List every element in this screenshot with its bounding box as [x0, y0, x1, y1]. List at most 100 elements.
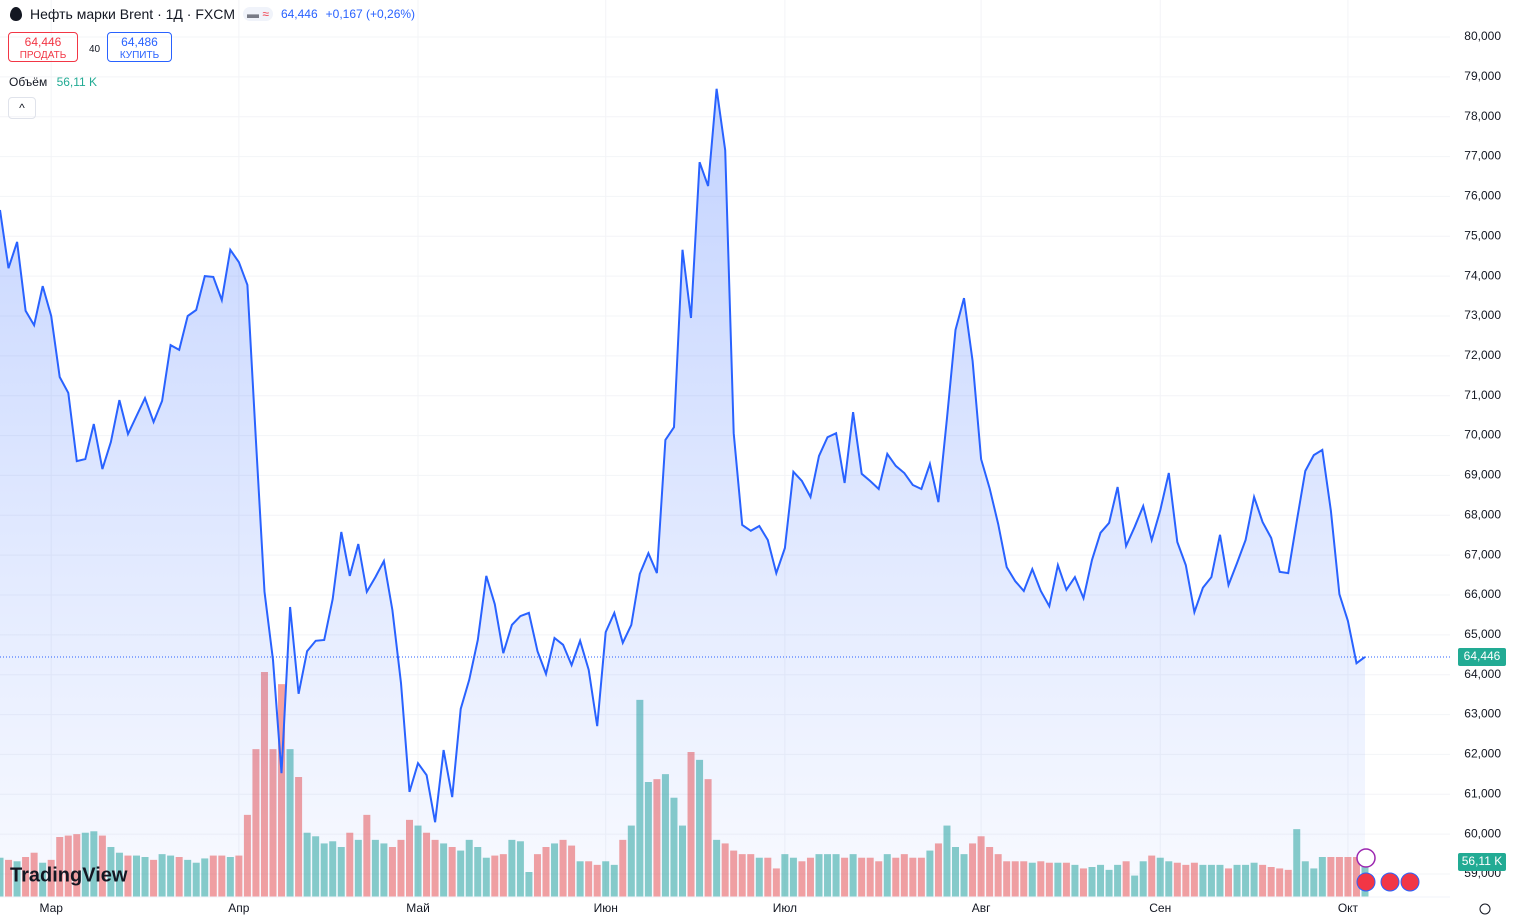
x-tick-label: Июн [594, 901, 618, 915]
volume-bar [423, 832, 431, 897]
volume-bar [696, 759, 704, 897]
volume-bar [764, 857, 772, 897]
settings-icon[interactable] [1479, 903, 1491, 915]
volume-bar [397, 839, 405, 897]
volume-bar [1165, 861, 1173, 897]
volume-bar [533, 854, 541, 897]
volume-bar [235, 855, 243, 897]
volume-bar [337, 847, 345, 897]
volume-bar [841, 857, 849, 897]
volume-bar [952, 847, 959, 897]
y-tick-label: 64,000 [1464, 667, 1501, 681]
volume-bar [371, 839, 379, 897]
y-tick-label: 65,000 [1464, 627, 1501, 641]
volume-bar [0, 857, 4, 897]
volume-bar [636, 699, 644, 897]
volume-bar [218, 855, 226, 897]
volume-bar [209, 855, 217, 897]
y-tick-label: 78,000 [1464, 109, 1501, 123]
volume-value: 56,11 K [56, 75, 98, 89]
volume-bar [969, 843, 977, 897]
volume-bar [346, 832, 354, 897]
volume-bar [440, 843, 448, 897]
volume-bar [1335, 857, 1343, 897]
sell-button[interactable]: 64,446 ПРОДАТЬ [8, 32, 78, 62]
volume-bar [593, 864, 601, 897]
x-tick-label: Апр [228, 901, 250, 915]
volume-bar [226, 857, 234, 897]
event-icon[interactable] [1356, 872, 1376, 892]
volume-bar [551, 843, 559, 897]
x-tick-label: Сен [1149, 901, 1171, 915]
volume-bar [892, 857, 900, 897]
volume-bar [124, 855, 132, 897]
volume-bar [806, 857, 814, 897]
volume-bar [448, 847, 456, 897]
change: +0,167 (+0,26%) [325, 7, 416, 21]
event-icon[interactable] [1380, 872, 1400, 892]
volume-bar [516, 841, 524, 897]
y-tick-label: 67,000 [1464, 547, 1501, 561]
volume-bar [56, 837, 64, 897]
volume-bar [1344, 857, 1352, 897]
volume-bar [994, 854, 1002, 897]
y-tick-label: 75,000 [1464, 228, 1501, 242]
volume-bar [1199, 864, 1207, 897]
volume-bar [661, 774, 669, 897]
volume-bar [482, 857, 490, 897]
volume-bar [1242, 864, 1250, 897]
y-tick-label: 61,000 [1464, 786, 1501, 800]
volume-bar [1327, 857, 1335, 897]
volume-bar [747, 854, 755, 897]
volume-bar [1062, 862, 1070, 897]
volume-bar [679, 825, 686, 897]
symbol-title[interactable]: Нефть марки Brent · 1Д · FXCM [30, 6, 236, 22]
volume-bar [832, 854, 840, 897]
volume-bar [1267, 867, 1275, 897]
volume-bar [406, 819, 413, 897]
volume-bar [491, 855, 499, 897]
event-icon[interactable] [1356, 848, 1376, 868]
volume-bar [789, 857, 797, 897]
y-tick-label: 73,000 [1464, 308, 1501, 322]
y-tick-label: 66,000 [1464, 587, 1501, 601]
collapse-button[interactable]: ^ [8, 97, 36, 119]
volume-bar [687, 752, 695, 897]
volume-bar [610, 864, 618, 897]
y-tick-label: 59,000 [1464, 866, 1501, 880]
volume-bar [1276, 868, 1284, 897]
volume-bar [329, 841, 337, 897]
y-tick-label: 63,000 [1464, 707, 1501, 721]
volume-bar [150, 859, 158, 897]
volume-bar [201, 858, 209, 897]
volume-bar [81, 832, 89, 897]
volume-bar [1173, 862, 1181, 897]
volume-bar [13, 861, 21, 897]
volume-bar [1207, 864, 1215, 897]
volume-bar [815, 854, 823, 897]
y-tick-label: 79,000 [1464, 69, 1501, 83]
volume-bar [388, 847, 396, 897]
area-fill [0, 88, 1365, 898]
buy-button[interactable]: 64,486 КУПИТЬ [107, 32, 172, 62]
volume-bar [909, 857, 917, 897]
volume-bar [1122, 861, 1130, 897]
volume-bar [772, 868, 780, 897]
volume-bar [380, 843, 388, 897]
volume-bar [1318, 857, 1326, 897]
event-icon[interactable] [1400, 872, 1420, 892]
volume-tag [1458, 853, 1506, 871]
x-tick-label: Май [406, 901, 430, 915]
volume-bar [721, 843, 729, 897]
volume-bar [414, 825, 422, 897]
volume-bar [474, 847, 482, 897]
volume-bar [738, 854, 746, 897]
volume-bar [653, 779, 661, 897]
logo: TradingView [10, 864, 128, 886]
status-badge: ▬ ≈ [243, 7, 273, 21]
volume-bar [585, 861, 593, 897]
volume-bar [1148, 855, 1156, 897]
volume-bar [295, 777, 303, 897]
y-tick-label: 77,000 [1464, 149, 1501, 163]
volume-bar [1088, 867, 1096, 897]
